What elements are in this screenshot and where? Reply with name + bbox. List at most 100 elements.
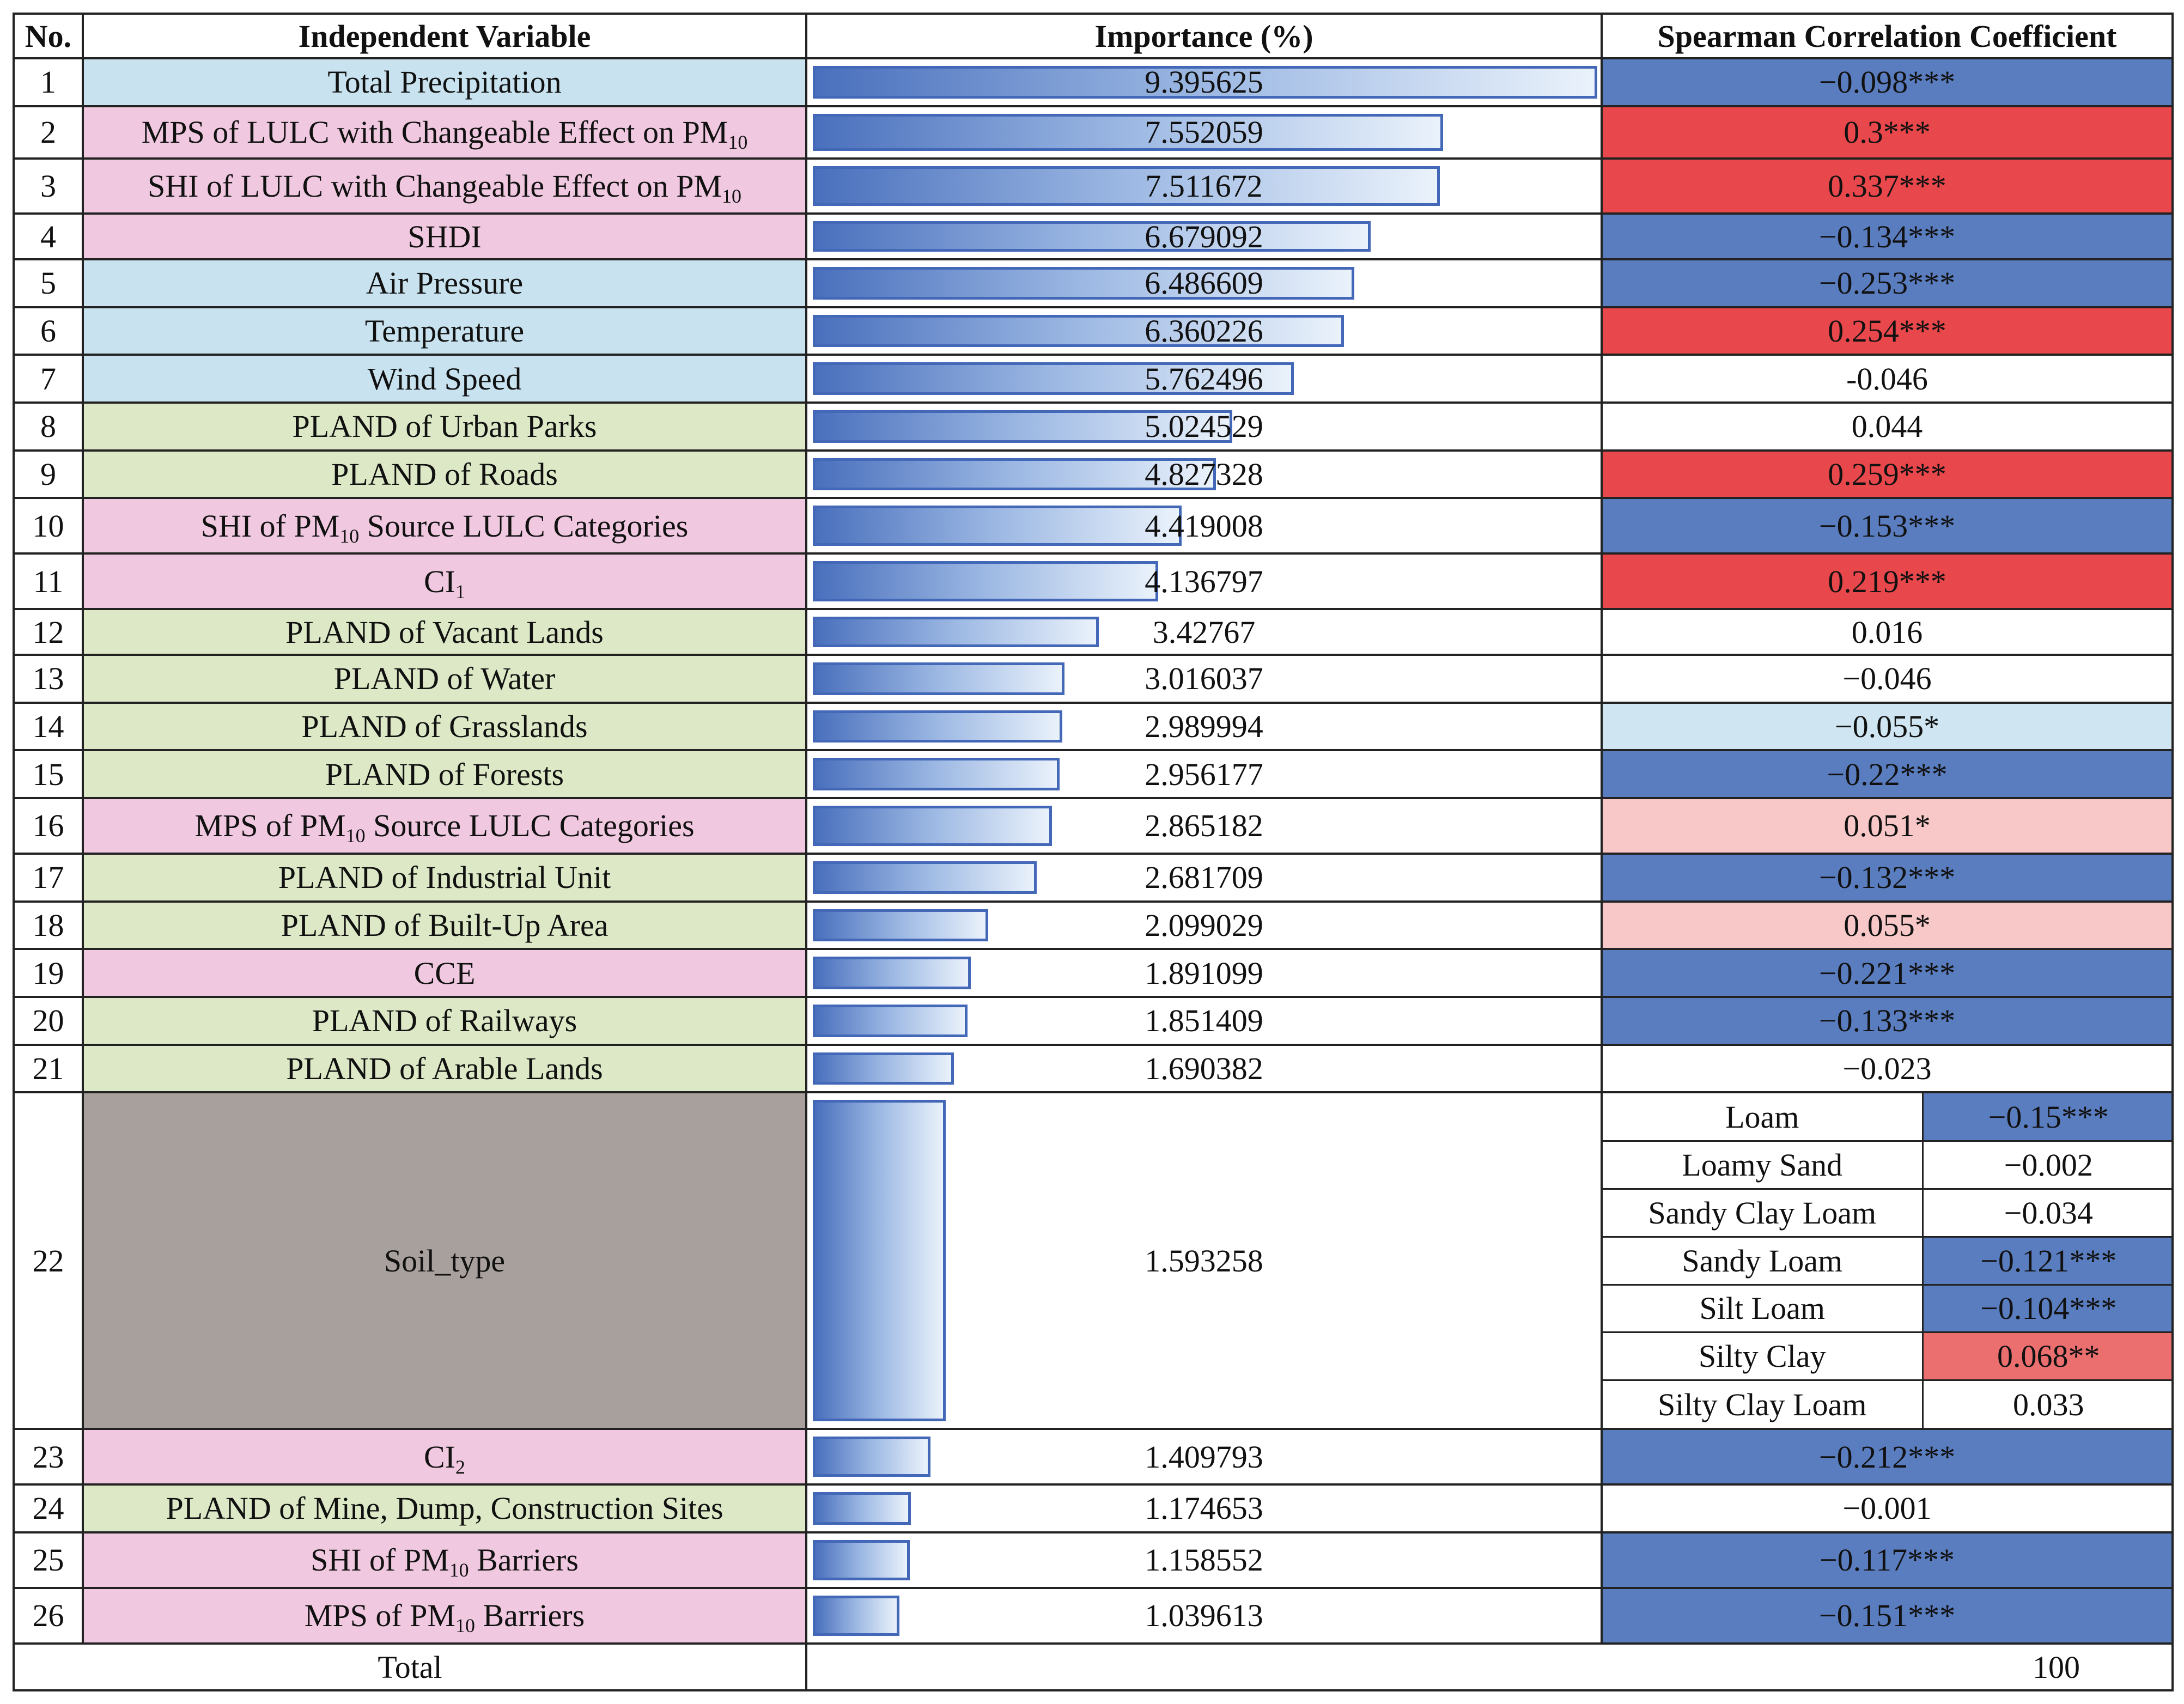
row-number: 17 [13, 852, 84, 903]
table-row: 8 PLAND of Urban Parks 5.024529 0.044 [13, 401, 2174, 452]
spearman-coefficient: 0.051* [1601, 796, 2174, 855]
table-row: 16 MPS of PM10 Source LULC Categories 2.86… [13, 796, 2174, 855]
row-number: 12 [13, 608, 84, 656]
row-number: 8 [13, 401, 84, 452]
total-value: 100 [2033, 1649, 2080, 1685]
importance-cell: 5.762496 [805, 354, 1603, 404]
total-cell: 100 [805, 1642, 2174, 1691]
importance-bar [813, 1437, 930, 1477]
importance-cell: 3.016037 [805, 653, 1603, 704]
importance-value: 3.016037 [1145, 661, 1263, 697]
variable-text: SHDI [407, 218, 482, 254]
spearman-coefficient: −0.098*** [1601, 57, 2174, 107]
header-spearman: Spearman Correlation Coefficient [1601, 13, 2174, 59]
table-row: 13 PLAND of Water 3.016037 −0.046 [13, 653, 2174, 704]
importance-bar [813, 1492, 911, 1525]
importance-value: 1.409793 [1145, 1439, 1263, 1475]
row-number: 21 [13, 1043, 84, 1094]
importance-bar [813, 710, 1062, 743]
importance-bar [813, 221, 1371, 252]
importance-bar [813, 458, 1216, 491]
row-number: 19 [13, 948, 84, 998]
table-row: 7 Wind Speed 5.762496 -0.046 [13, 354, 2174, 404]
importance-bar [813, 1100, 946, 1422]
spearman-coefficient: −0.055* [1601, 701, 2174, 752]
importance-bar [813, 506, 1182, 546]
variable-subscript: 10 [455, 1615, 475, 1637]
importance-bar [813, 1004, 968, 1037]
variable-name: Temperature [82, 306, 807, 356]
row-number: 22 [13, 1091, 84, 1431]
spearman-coefficient: −0.212*** [1601, 1428, 2174, 1486]
variable-name: MPS of PM10 Source LULC Categories [82, 796, 807, 855]
spearman-coefficient: 0.3*** [1601, 105, 2174, 160]
importance-cell: 2.989994 [805, 701, 1603, 752]
spearman-coefficient: -0.046 [1601, 354, 2174, 404]
row-number: 7 [13, 354, 84, 404]
soil-type-row: Silty Clay 0.068** [1604, 1331, 2170, 1381]
variable-name: PLAND of Arable Lands [82, 1043, 807, 1094]
importance-cell: 6.486609 [805, 258, 1603, 308]
variable-text: PLAND of Grasslands [301, 708, 588, 744]
importance-value: 1.891099 [1145, 955, 1263, 991]
importance-bar [813, 617, 1099, 647]
row-number: 18 [13, 900, 84, 951]
variable-text: Total Precipitation [327, 64, 562, 100]
importance-bar [813, 113, 1443, 151]
row-number: 16 [13, 796, 84, 855]
variable-text: Soil_type [384, 1243, 506, 1279]
variable-text: PLAND of Water [333, 661, 556, 697]
importance-value: 1.851409 [1145, 1003, 1263, 1039]
variable-text: Air Pressure [366, 265, 524, 301]
spearman-coefficient: 0.016 [1601, 608, 2174, 656]
importance-value: 4.419008 [1145, 508, 1263, 544]
spearman-soil-cell: Loam −0.15*** Loamy Sand −0.002 Sandy Clay L… [1601, 1091, 2174, 1431]
importance-cell: 6.679092 [805, 212, 1603, 261]
header-no: No. [13, 13, 84, 59]
spearman-coefficient: −0.221*** [1601, 948, 2174, 998]
variable-name: Soil_type [82, 1091, 807, 1431]
soil-type-row: Loam −0.15*** [1604, 1094, 2170, 1142]
table-row: 15 PLAND of Forests 2.956177 −0.22*** [13, 749, 2174, 799]
soil-type-row: Sandy Clay Loam −0.034 [1604, 1188, 2170, 1238]
variable-text: MPS of PM [194, 808, 346, 844]
soil-type-name: Sandy Loam [1604, 1236, 1924, 1286]
row-number: 10 [13, 497, 84, 555]
variable-text: PLAND of Arable Lands [286, 1050, 603, 1086]
row-number: 5 [13, 258, 84, 308]
importance-cell: 7.511672 [805, 157, 1603, 215]
importance-value: 1.174653 [1145, 1490, 1263, 1526]
table-row: 5 Air Pressure 6.486609 −0.253*** [13, 258, 2174, 308]
row-number: 25 [13, 1531, 84, 1589]
importance-bar [813, 66, 1597, 99]
spearman-coefficient: −0.023 [1601, 1043, 2174, 1094]
importance-value: 7.552059 [1145, 114, 1263, 150]
importance-cell: 1.158552 [805, 1531, 1603, 1589]
variable-text: Temperature [364, 313, 525, 349]
variable-text: PLAND of Forests [325, 756, 564, 792]
soil-type-name: Silty Clay [1604, 1331, 1924, 1381]
row-number: 11 [13, 552, 84, 611]
variable-name: CCE [82, 948, 807, 998]
variable-text: PLAND of Railways [312, 1003, 577, 1039]
soil-type-name: Silty Clay Loam [1604, 1379, 1924, 1427]
table-row: 17 PLAND of Industrial Unit 2.681709 −0.132… [13, 852, 2174, 903]
row-number: 23 [13, 1428, 84, 1486]
table-row: 4 SHDI 6.679092 −0.134*** [13, 212, 2174, 261]
importance-cell: 4.419008 [805, 497, 1603, 555]
table-row: 1 Total Precipitation 9.395625 −0.098*** [13, 57, 2174, 107]
importance-cell: 1.039613 [805, 1586, 1603, 1645]
spearman-coefficient: −0.001 [1601, 1483, 2174, 1533]
variable-text-suffix: Source LULC Categories [365, 808, 695, 844]
importance-bar [813, 1052, 954, 1085]
variable-name: PLAND of Roads [82, 449, 807, 500]
spearman-coefficient: −0.153*** [1601, 497, 2174, 555]
table-row: 12 PLAND of Vacant Lands 3.42767 0.016 [13, 608, 2174, 656]
row-number: 2 [13, 105, 84, 160]
importance-cell: 1.174653 [805, 1483, 1603, 1533]
spearman-coefficient: −0.253*** [1601, 258, 2174, 308]
spearman-coefficient: 0.254*** [1601, 306, 2174, 356]
header-variable: Independent Variable [82, 13, 807, 59]
variable-name: PLAND of Mine, Dump, Construction Sites [82, 1483, 807, 1533]
table-row: 23 CI2 1.409793 −0.212*** [13, 1428, 2174, 1486]
